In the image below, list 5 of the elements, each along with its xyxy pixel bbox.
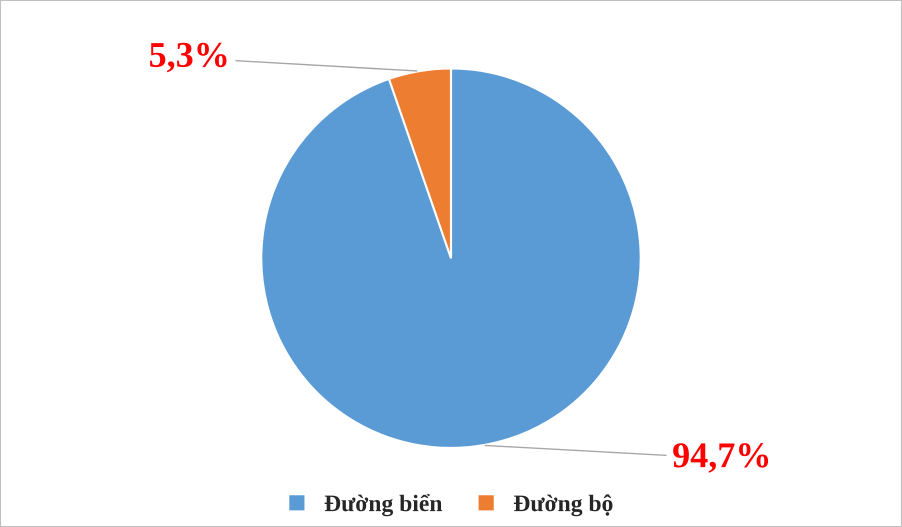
data-label: 94,7% <box>673 443 768 473</box>
legend-label: Đường bộ <box>514 494 612 516</box>
data-label: 5,3% <box>150 42 226 72</box>
legend-label: Đường biển <box>324 494 442 516</box>
pie-slice <box>260 67 642 449</box>
